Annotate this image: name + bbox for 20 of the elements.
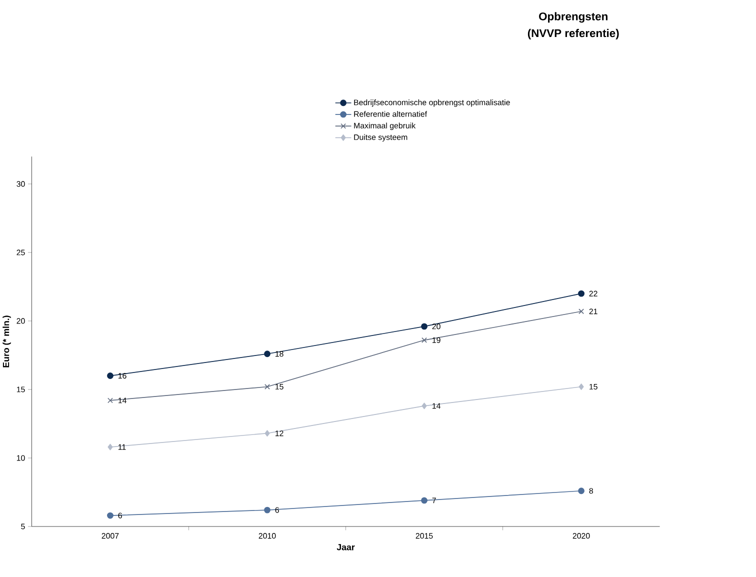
point: [107, 372, 114, 380]
point: [421, 323, 428, 330]
point: [264, 350, 270, 358]
point: [421, 497, 428, 504]
point: [264, 430, 270, 437]
y-axis-title: Euro (* mln.): [2, 316, 11, 368]
point: [422, 338, 427, 343]
point: [422, 402, 427, 410]
point: [578, 384, 584, 390]
point: [578, 290, 584, 297]
chart-title: Opbrengsten: [539, 12, 608, 23]
point: [264, 384, 270, 390]
point: [107, 512, 114, 519]
x-axis-title: Jaar: [336, 544, 355, 550]
point: [108, 444, 113, 450]
point: [578, 488, 584, 494]
point: [108, 398, 113, 404]
point: [578, 308, 584, 314]
point: [264, 506, 270, 514]
chart-subtitle: (NVVP referentie): [528, 29, 619, 40]
